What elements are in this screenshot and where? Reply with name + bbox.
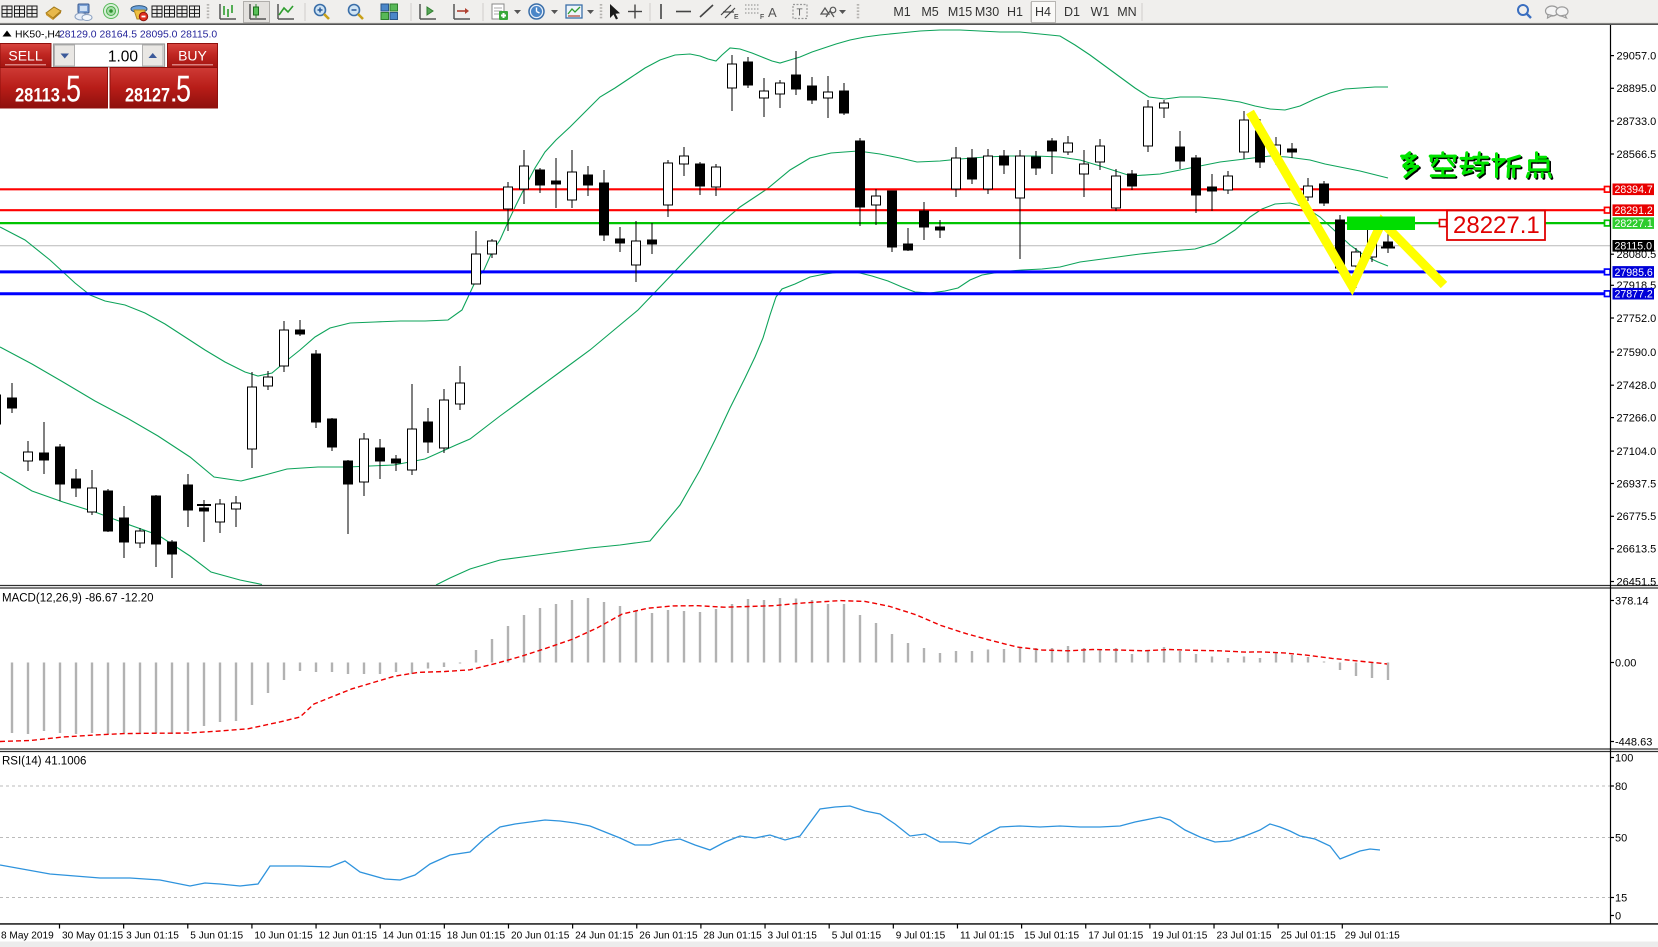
svg-text:378.14: 378.14 (1615, 595, 1649, 607)
svg-text:RSI(14) 41.1006: RSI(14) 41.1006 (2, 756, 86, 768)
svg-text:5: 5 (176, 69, 191, 110)
svg-text:23 Jul 01:15: 23 Jul 01:15 (1217, 930, 1272, 941)
svg-text:26937.5: 26937.5 (1617, 478, 1657, 490)
svg-text:28227.1: 28227.1 (1453, 212, 1540, 239)
svg-text:H1: H1 (1007, 5, 1023, 19)
svg-text:27752.0: 27752.0 (1617, 313, 1657, 325)
svg-text:27428.0: 27428.0 (1617, 380, 1657, 392)
svg-text:-448.63: -448.63 (1615, 736, 1652, 748)
svg-text:15: 15 (1615, 892, 1627, 904)
svg-text:28129.0 28164.5 28095.0 28115.: 28129.0 28164.5 28095.0 28115.0 (59, 29, 217, 40)
svg-text:20 Jun 01:15: 20 Jun 01:15 (511, 930, 570, 941)
svg-text:3 Jul 01:15: 3 Jul 01:15 (768, 930, 818, 941)
svg-text:D1: D1 (1064, 5, 1080, 19)
svg-text:29 Jul 01:15: 29 Jul 01:15 (1345, 930, 1400, 941)
svg-text:18 Jun 01:15: 18 Jun 01:15 (447, 930, 506, 941)
svg-text:9 Jul 01:15: 9 Jul 01:15 (896, 930, 946, 941)
svg-text:0.00: 0.00 (1615, 657, 1636, 669)
svg-text:26613.5: 26613.5 (1617, 544, 1657, 556)
svg-text:F: F (760, 14, 764, 21)
svg-text:17 Jul 01:15: 17 Jul 01:15 (1088, 930, 1143, 941)
svg-text:5 Jul 01:15: 5 Jul 01:15 (832, 930, 882, 941)
svg-text:E: E (734, 14, 739, 21)
svg-text:BUY: BUY (178, 48, 207, 64)
svg-text:50: 50 (1615, 832, 1627, 844)
svg-text:5: 5 (66, 69, 81, 110)
svg-text:11 Jul 01:15: 11 Jul 01:15 (960, 930, 1015, 941)
svg-text:27877.2: 27877.2 (1615, 289, 1653, 301)
svg-text:27104.0: 27104.0 (1617, 446, 1657, 458)
svg-text:28115.0: 28115.0 (1615, 241, 1653, 253)
svg-text:26 Jun 01:15: 26 Jun 01:15 (639, 930, 698, 941)
svg-text:30 May 01:15: 30 May 01:15 (62, 930, 124, 941)
svg-text:29057.0: 29057.0 (1617, 50, 1657, 62)
svg-text:28895.0: 28895.0 (1617, 83, 1657, 95)
svg-text:H4: H4 (1035, 5, 1051, 19)
svg-text:.: . (171, 85, 177, 107)
svg-text:27266.0: 27266.0 (1617, 412, 1657, 424)
svg-text:M30: M30 (975, 5, 999, 19)
svg-text:10 Jun 01:15: 10 Jun 01:15 (254, 930, 313, 941)
svg-text:8 May 2019: 8 May 2019 (1, 930, 54, 941)
svg-text:100: 100 (1615, 752, 1633, 764)
svg-text:MN: MN (1117, 5, 1136, 19)
svg-text:26451.5: 26451.5 (1617, 576, 1657, 588)
svg-text:5 Jun 01:15: 5 Jun 01:15 (190, 930, 243, 941)
svg-text:14 Jun 01:15: 14 Jun 01:15 (383, 930, 442, 941)
svg-text:M15: M15 (948, 5, 972, 19)
svg-text:T: T (797, 8, 803, 19)
svg-text:28 Jun 01:15: 28 Jun 01:15 (703, 930, 762, 941)
svg-text:80: 80 (1615, 781, 1627, 793)
svg-text:28127: 28127 (125, 86, 170, 107)
svg-text:M1: M1 (893, 5, 910, 19)
svg-text:26775.5: 26775.5 (1617, 511, 1657, 523)
svg-text:27985.6: 27985.6 (1615, 267, 1653, 279)
svg-text:28113: 28113 (15, 86, 60, 107)
svg-text:MACD(12,26,9) -86.67 -12.20: MACD(12,26,9) -86.67 -12.20 (2, 593, 154, 605)
svg-text:28394.7: 28394.7 (1615, 184, 1653, 196)
svg-text:15 Jul 01:15: 15 Jul 01:15 (1024, 930, 1079, 941)
svg-text:3 Jun 01:15: 3 Jun 01:15 (126, 930, 179, 941)
svg-text:28291.2: 28291.2 (1615, 205, 1653, 217)
svg-text:SELL: SELL (8, 48, 42, 64)
svg-text:0: 0 (1615, 910, 1621, 922)
svg-text:28080.5: 28080.5 (1617, 249, 1657, 261)
svg-text:M5: M5 (921, 5, 938, 19)
svg-text:24 Jun 01:15: 24 Jun 01:15 (575, 930, 634, 941)
svg-text:HK50-,H4: HK50-,H4 (15, 29, 61, 40)
svg-text:1.00: 1.00 (108, 49, 139, 66)
svg-text:19 Jul 01:15: 19 Jul 01:15 (1152, 930, 1207, 941)
svg-text:A: A (768, 5, 777, 20)
svg-text:25 Jul 01:15: 25 Jul 01:15 (1281, 930, 1336, 941)
svg-text:28733.0: 28733.0 (1617, 116, 1657, 128)
svg-text:.: . (61, 85, 67, 107)
svg-text:12 Jun 01:15: 12 Jun 01:15 (319, 930, 378, 941)
svg-text:27590.0: 27590.0 (1617, 347, 1657, 359)
svg-text:W1: W1 (1091, 5, 1110, 19)
svg-text:28227.1: 28227.1 (1615, 218, 1653, 230)
svg-text:28566.5: 28566.5 (1617, 149, 1657, 161)
